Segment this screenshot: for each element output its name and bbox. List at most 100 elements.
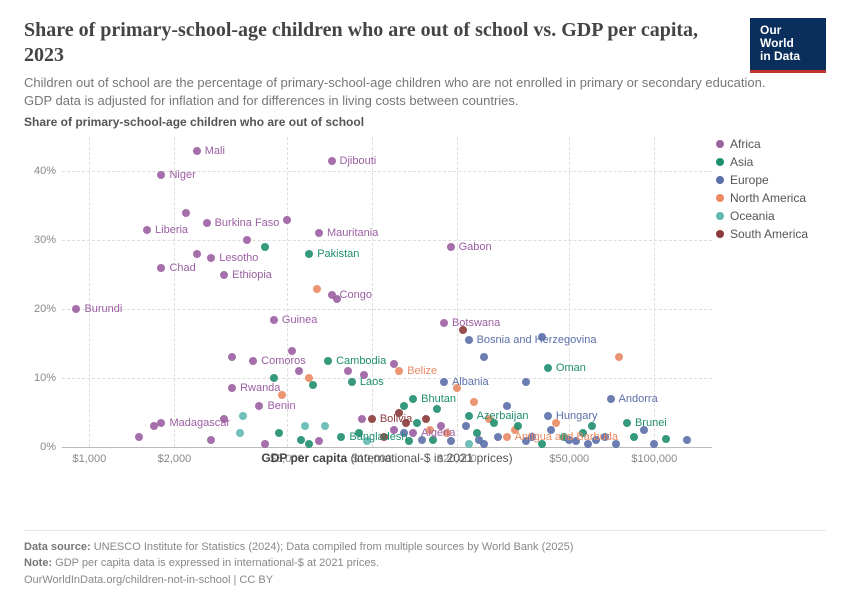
data-point[interactable]: [662, 435, 670, 443]
data-point[interactable]: [409, 429, 417, 437]
data-point[interactable]: [422, 415, 430, 423]
data-point[interactable]: [309, 381, 317, 389]
data-point[interactable]: [328, 291, 336, 299]
data-point[interactable]: [522, 378, 530, 386]
data-point[interactable]: [305, 250, 313, 258]
data-point[interactable]: [348, 378, 356, 386]
data-point[interactable]: [437, 422, 445, 430]
data-point[interactable]: [301, 422, 309, 430]
data-point[interactable]: [315, 229, 323, 237]
data-point[interactable]: [390, 426, 398, 434]
data-point[interactable]: [315, 437, 323, 445]
data-point[interactable]: [261, 440, 269, 448]
data-point[interactable]: [203, 219, 211, 227]
data-point[interactable]: [380, 433, 388, 441]
data-point[interactable]: [363, 437, 371, 445]
data-point[interactable]: [544, 412, 552, 420]
data-point[interactable]: [239, 412, 247, 420]
data-point[interactable]: [465, 412, 473, 420]
data-point[interactable]: [433, 405, 441, 413]
data-point[interactable]: [503, 433, 511, 441]
data-point[interactable]: [220, 415, 228, 423]
data-point[interactable]: [193, 250, 201, 258]
data-point[interactable]: [135, 433, 143, 441]
data-point[interactable]: [588, 422, 596, 430]
data-point[interactable]: [443, 429, 451, 437]
data-point[interactable]: [297, 436, 305, 444]
legend-item[interactable]: Africa: [716, 137, 826, 151]
legend-item[interactable]: Oceania: [716, 209, 826, 223]
data-point[interactable]: [426, 426, 434, 434]
data-point[interactable]: [228, 384, 236, 392]
data-point[interactable]: [480, 440, 488, 448]
data-point[interactable]: [465, 336, 473, 344]
data-point[interactable]: [528, 433, 536, 441]
data-point[interactable]: [514, 422, 522, 430]
data-point[interactable]: [552, 419, 560, 427]
data-point[interactable]: [400, 402, 408, 410]
data-point[interactable]: [72, 305, 80, 313]
data-point[interactable]: [579, 429, 587, 437]
data-point[interactable]: [321, 422, 329, 430]
data-point[interactable]: [447, 243, 455, 251]
data-point[interactable]: [236, 429, 244, 437]
data-point[interactable]: [243, 236, 251, 244]
data-point[interactable]: [607, 395, 615, 403]
data-point[interactable]: [324, 357, 332, 365]
data-point[interactable]: [358, 415, 366, 423]
data-point[interactable]: [429, 436, 437, 444]
data-point[interactable]: [157, 419, 165, 427]
data-point[interactable]: [462, 422, 470, 430]
legend-item[interactable]: Asia: [716, 155, 826, 169]
data-point[interactable]: [409, 395, 417, 403]
data-point[interactable]: [615, 353, 623, 361]
data-point[interactable]: [270, 316, 278, 324]
data-point[interactable]: [255, 402, 263, 410]
data-point[interactable]: [143, 226, 151, 234]
data-point[interactable]: [470, 398, 478, 406]
data-point[interactable]: [630, 433, 638, 441]
data-point[interactable]: [328, 157, 336, 165]
data-point[interactable]: [584, 440, 592, 448]
data-point[interactable]: [538, 333, 546, 341]
data-point[interactable]: [278, 391, 286, 399]
data-point[interactable]: [360, 371, 368, 379]
data-point[interactable]: [413, 419, 421, 427]
data-point[interactable]: [544, 364, 552, 372]
data-point[interactable]: [355, 429, 363, 437]
data-point[interactable]: [612, 440, 620, 448]
data-point[interactable]: [572, 437, 580, 445]
data-point[interactable]: [157, 264, 165, 272]
data-point[interactable]: [601, 433, 609, 441]
data-point[interactable]: [261, 243, 269, 251]
data-point[interactable]: [228, 353, 236, 361]
data-point[interactable]: [490, 419, 498, 427]
data-point[interactable]: [270, 374, 278, 382]
data-point[interactable]: [249, 357, 257, 365]
legend-item[interactable]: South America: [716, 227, 826, 241]
data-point[interactable]: [440, 378, 448, 386]
data-point[interactable]: [640, 426, 648, 434]
data-point[interactable]: [418, 436, 426, 444]
data-point[interactable]: [395, 367, 403, 375]
data-point[interactable]: [465, 440, 473, 448]
data-point[interactable]: [459, 326, 467, 334]
data-point[interactable]: [344, 367, 352, 375]
data-point[interactable]: [283, 216, 291, 224]
data-point[interactable]: [440, 319, 448, 327]
data-point[interactable]: [650, 440, 658, 448]
data-point[interactable]: [313, 285, 321, 293]
data-point[interactable]: [295, 367, 303, 375]
data-point[interactable]: [400, 429, 408, 437]
data-point[interactable]: [395, 409, 403, 417]
data-point[interactable]: [453, 384, 461, 392]
legend-item[interactable]: North America: [716, 191, 826, 205]
data-point[interactable]: [207, 254, 215, 262]
data-point[interactable]: [207, 436, 215, 444]
data-point[interactable]: [623, 419, 631, 427]
data-point[interactable]: [480, 353, 488, 361]
data-point[interactable]: [157, 171, 165, 179]
data-point[interactable]: [402, 419, 410, 427]
data-point[interactable]: [592, 436, 600, 444]
data-point[interactable]: [503, 402, 511, 410]
